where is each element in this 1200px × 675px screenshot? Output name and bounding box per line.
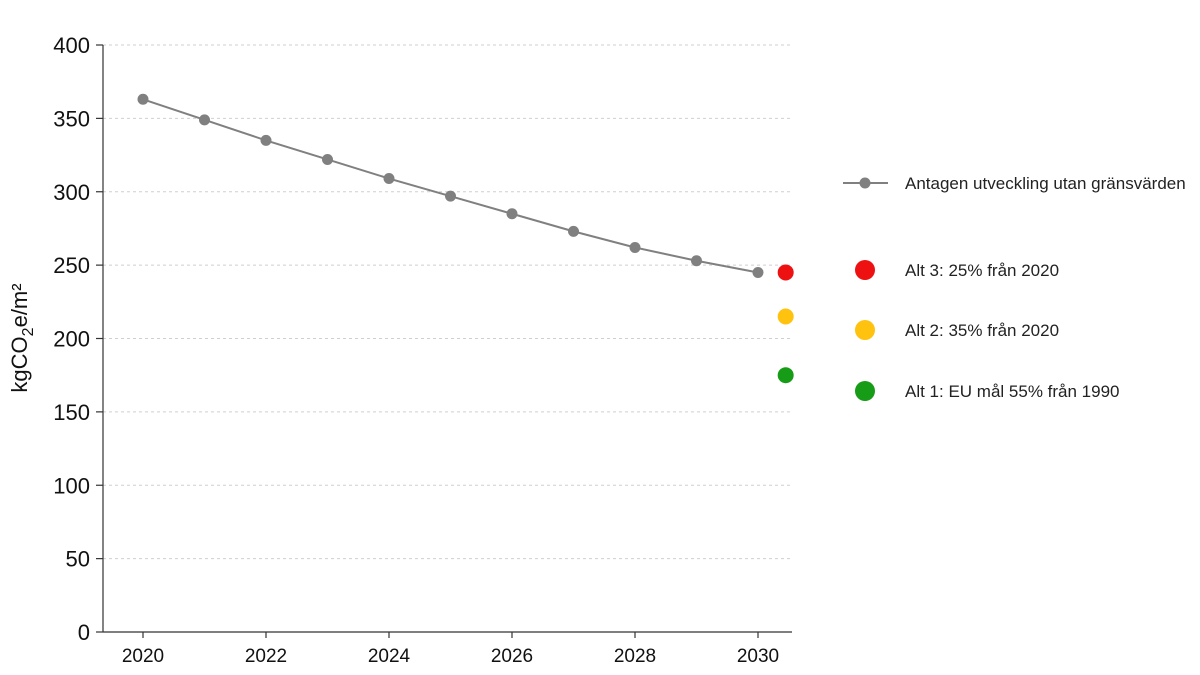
data-point <box>322 153 333 165</box>
legend-point-marker <box>859 177 871 189</box>
y-tick-label: 400 <box>53 33 90 58</box>
x-tick-label: 2028 <box>614 646 656 667</box>
legend-label: Alt 1: EU mål 55% från 1990 <box>905 382 1120 401</box>
x-axis-ticks: 2020 2022 2024 2026 2028 2030 <box>122 632 779 667</box>
y-tick-label: 100 <box>53 473 90 498</box>
y-tick-label: 200 <box>53 327 90 352</box>
data-point <box>199 114 210 126</box>
y-tick-label: 0 <box>78 620 90 645</box>
legend-dot <box>855 381 875 401</box>
data-point <box>260 134 272 146</box>
data-point <box>445 190 456 202</box>
data-point <box>137 93 149 105</box>
data-point <box>691 255 702 267</box>
legend-dot <box>855 320 875 340</box>
data-point <box>752 266 764 278</box>
legend: Antagen utveckling utan gränsvärden Alt 3… <box>843 174 1186 401</box>
target-points <box>777 264 794 384</box>
y-tick-label: 150 <box>53 400 90 425</box>
target-point <box>777 308 794 325</box>
x-tick-label: 2030 <box>737 646 779 667</box>
legend-dot <box>855 260 875 280</box>
data-point <box>383 173 395 185</box>
y-axis-label: kgCO2e/m² <box>7 283 37 392</box>
target-point <box>777 367 794 384</box>
series-layer <box>137 93 764 278</box>
data-point <box>629 242 641 254</box>
series-line <box>142 98 759 274</box>
data-point <box>506 208 518 220</box>
legend-label: Antagen utveckling utan gränsvärden <box>905 174 1186 193</box>
y-tick-label: 300 <box>53 180 90 205</box>
y-tick-label: 350 <box>53 106 90 131</box>
x-tick-label: 2020 <box>122 646 164 667</box>
x-tick-label: 2024 <box>368 646 411 667</box>
y-tick-label: 250 <box>53 253 90 278</box>
y-axis-ticks: 0 50 100 150 200 250 300 350 400 <box>53 33 103 645</box>
legend-label: Alt 2: 35% från 2020 <box>905 321 1059 340</box>
x-tick-label: 2026 <box>491 646 533 667</box>
data-point <box>568 225 579 237</box>
x-tick-label: 2022 <box>245 646 287 667</box>
target-point <box>777 264 794 281</box>
legend-label: Alt 3: 25% från 2020 <box>905 261 1059 280</box>
y-tick-label: 50 <box>66 547 90 572</box>
